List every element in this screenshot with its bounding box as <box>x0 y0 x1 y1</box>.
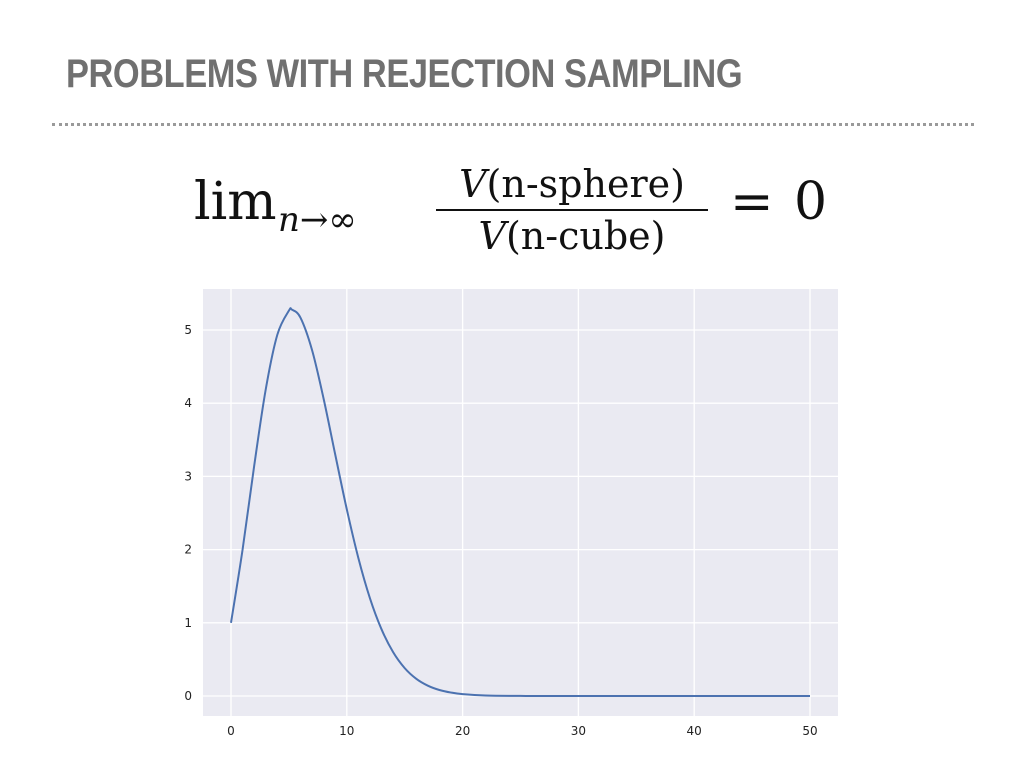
formula-numerator-rest: (n-sphere) <box>486 162 685 206</box>
formula-equals: = <box>730 172 774 232</box>
formula-subscript: n→∞ <box>278 200 357 240</box>
slide-title: PROBLEMS WITH REJECTION SAMPLING <box>66 52 743 96</box>
y-tick-label: 3 <box>184 469 192 483</box>
x-tick-label: 30 <box>571 724 586 738</box>
title-divider <box>52 123 974 126</box>
x-tick-label: 50 <box>802 724 817 738</box>
x-tick-label: 20 <box>455 724 470 738</box>
y-tick-label: 4 <box>184 396 192 410</box>
series-line <box>230 307 810 698</box>
x-tick-label: 0 <box>227 724 235 738</box>
formula-numerator: V(n-sphere) <box>436 162 708 206</box>
formula-rhs: 0 <box>794 172 828 232</box>
y-tick-label: 1 <box>184 616 192 630</box>
formula-fraction-bar <box>436 209 708 211</box>
formula-numerator-var: V <box>459 162 487 206</box>
x-tick-label: 10 <box>339 724 354 738</box>
y-tick-label: 0 <box>184 689 192 703</box>
plot-area <box>203 289 838 716</box>
y-tick-label: 2 <box>184 543 192 557</box>
formula-denominator-var: V <box>478 214 506 258</box>
limit-formula: lim n→∞ V(n-sphere) V(n-cube) = 0 <box>190 160 850 270</box>
x-tick-label: 40 <box>687 724 702 738</box>
y-tick-label: 5 <box>184 323 192 337</box>
formula-lim: lim <box>194 172 277 232</box>
formula-denominator: V(n-cube) <box>436 214 708 258</box>
formula-denominator-rest: (n-cube) <box>505 214 666 258</box>
